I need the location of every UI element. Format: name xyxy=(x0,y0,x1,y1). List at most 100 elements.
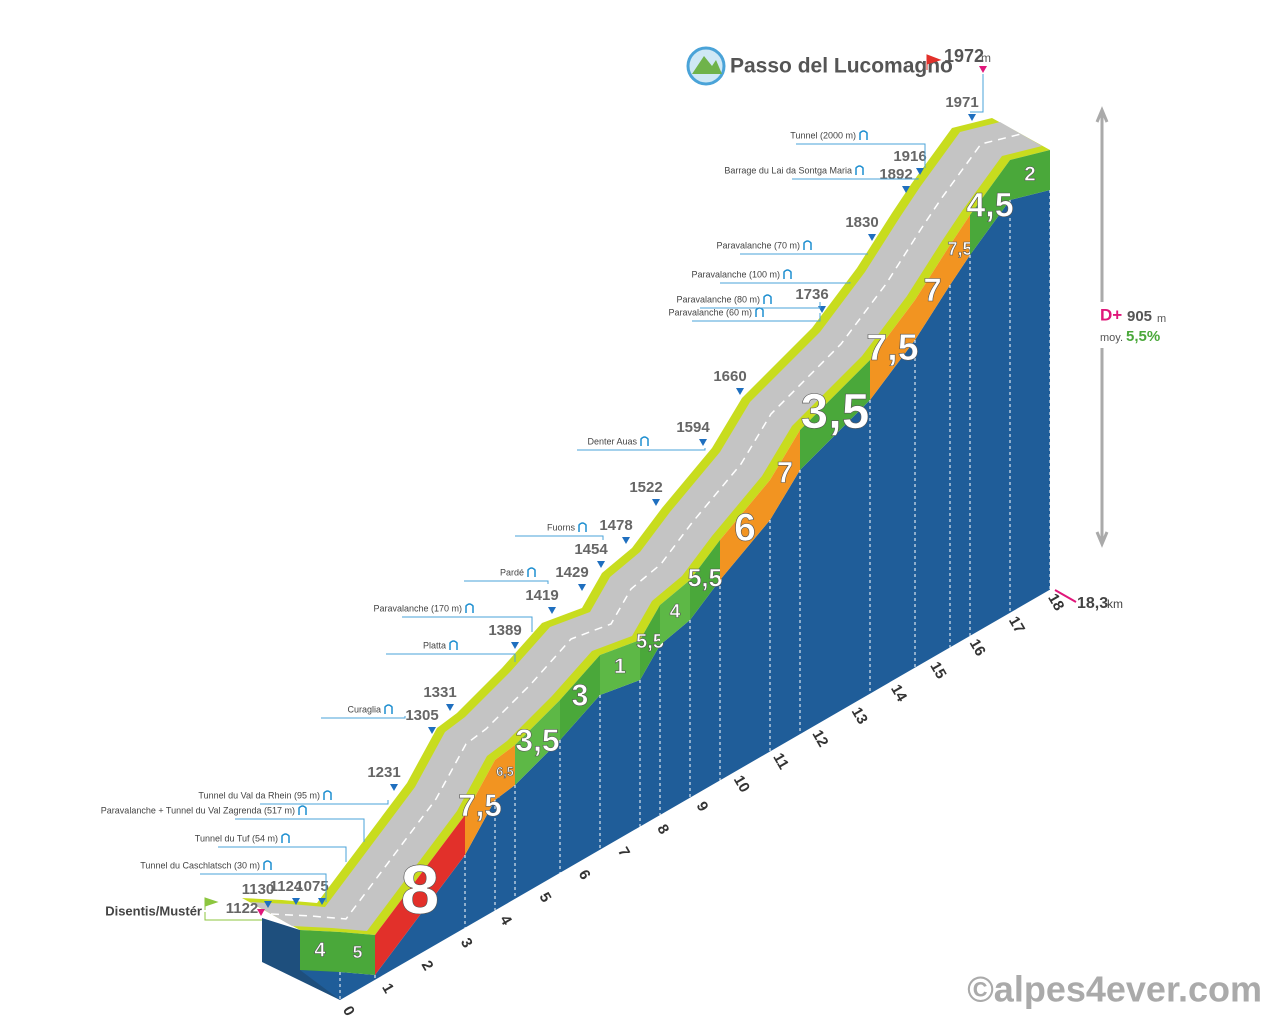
road xyxy=(250,122,1042,931)
gradient-block xyxy=(770,430,800,520)
avg-label: moy. xyxy=(1100,332,1123,344)
landmark-label: Tunnel du Tuf (54 m) xyxy=(195,833,278,843)
landmark-label: Paravalanche + Tunnel du Val Zagrenda (5… xyxy=(101,805,295,815)
altitude-marker xyxy=(292,898,300,905)
gradient-label: 3,5 xyxy=(801,384,870,439)
km-tick-label: 5 xyxy=(536,890,555,906)
km-tick-label: 0 xyxy=(339,1003,358,1019)
landmark-icon xyxy=(783,269,792,279)
altitude-label: 1478 xyxy=(599,517,632,534)
gradient-block xyxy=(340,932,375,975)
gradient-block xyxy=(640,605,660,680)
gradient-block xyxy=(970,160,1010,255)
gradient-block xyxy=(950,215,970,285)
landmark-leader xyxy=(577,448,706,451)
distance-marker xyxy=(1054,589,1077,603)
km-tick-label: 16 xyxy=(966,636,989,659)
gradient-label: 5,5 xyxy=(636,631,664,653)
start-altitude: 1122 xyxy=(226,900,259,917)
landmark-icon xyxy=(263,860,272,870)
gradient-label: 1 xyxy=(614,654,626,678)
landmark-icon xyxy=(803,240,812,250)
gradient-block xyxy=(870,300,915,400)
copyright: ©alpes4ever.com xyxy=(967,969,1262,1010)
start-leader xyxy=(204,912,262,921)
summit-unit: m xyxy=(981,51,991,65)
landmark-label: Paravalanche (70 m) xyxy=(716,240,800,250)
distance-unit: km xyxy=(1107,597,1123,611)
km-tick-label: 11 xyxy=(769,750,792,772)
gradient-label: 7 xyxy=(923,271,941,308)
gradient-block xyxy=(515,700,560,785)
altitude-label: 1736 xyxy=(795,286,828,303)
landmark-icon xyxy=(323,790,332,800)
altitude-label: 1660 xyxy=(713,368,746,385)
start-name: Disentis/Mustér xyxy=(105,903,202,918)
wall xyxy=(300,190,1050,1000)
altitude-marker xyxy=(428,727,436,734)
gradient-label: 4 xyxy=(314,939,326,961)
avg-value: 5,5% xyxy=(1126,328,1160,345)
altitude-marker xyxy=(736,388,744,395)
gradient-label: 5 xyxy=(353,942,363,962)
gain-value: 905 xyxy=(1127,308,1152,325)
altitude-label: 1594 xyxy=(676,419,710,436)
gradient-block xyxy=(300,930,340,972)
altitude-label: 1331 xyxy=(423,684,456,701)
gradient-label: 4 xyxy=(670,601,681,623)
gradient-label: 6,5 xyxy=(496,765,513,779)
altitude-marker xyxy=(446,704,454,711)
altitude-marker xyxy=(868,234,876,241)
altitude-marker xyxy=(578,584,586,591)
landmark-icon xyxy=(859,130,868,140)
landmark-label: Paravalanche (100 m) xyxy=(691,269,780,279)
altitude-marker xyxy=(652,499,660,506)
altitude-label: 1124 xyxy=(270,878,303,895)
km-tick-label: 17 xyxy=(1005,613,1028,636)
landmark-icon xyxy=(465,603,474,613)
altitude-label: 1454 xyxy=(574,541,608,558)
altitude-label: 1830 xyxy=(845,214,878,231)
altitude-marker xyxy=(699,439,707,446)
gradient-block xyxy=(495,745,515,800)
summit-flag xyxy=(926,54,942,70)
start-marker xyxy=(257,909,265,916)
km-tick-label: 13 xyxy=(848,704,871,727)
altitude-marker xyxy=(597,561,605,568)
landmark-icon xyxy=(449,640,458,650)
landmark-icon xyxy=(755,307,764,317)
landmark-leader xyxy=(720,282,851,284)
altitude-label: 1971 xyxy=(945,94,978,111)
gradient-block xyxy=(1010,150,1050,200)
altitude-marker xyxy=(318,898,326,905)
km-tick-label: 15 xyxy=(926,659,949,682)
altitude-label: 1916 xyxy=(893,148,926,165)
altitude-label: 1522 xyxy=(629,479,662,496)
gradient-block xyxy=(560,655,600,740)
gradient-label: 7,5 xyxy=(866,326,918,368)
gradient-label: 3 xyxy=(572,679,589,712)
landmark-icon xyxy=(855,165,864,175)
km-tick-label: 10 xyxy=(730,772,753,795)
landmark-leader xyxy=(260,800,389,805)
landmark-leader xyxy=(700,302,821,309)
gradient-block xyxy=(660,580,690,645)
gain-label: D+ xyxy=(1100,305,1122,324)
landmark-leader xyxy=(515,535,604,540)
gradient-label: 5,5 xyxy=(688,565,723,593)
landmark-label: Paravalanche (170 m) xyxy=(373,603,462,613)
landmark-label: Paravalanche (80 m) xyxy=(676,294,760,304)
gain-unit: m xyxy=(1157,313,1166,325)
summit-altitude: 1972 xyxy=(944,46,984,66)
summit-leader xyxy=(970,74,984,113)
altitude-label: 1075 xyxy=(295,878,328,895)
km-tick-label: 2 xyxy=(418,958,437,974)
landmark-icon xyxy=(578,522,587,532)
gradient-block xyxy=(915,245,950,340)
gradient-block xyxy=(375,815,465,975)
altitude-marker xyxy=(511,642,519,649)
landmark-label: Tunnel du Caschlatsch (30 m) xyxy=(140,860,260,870)
altitude-label: 1231 xyxy=(367,764,400,781)
gradient-block xyxy=(600,640,640,695)
